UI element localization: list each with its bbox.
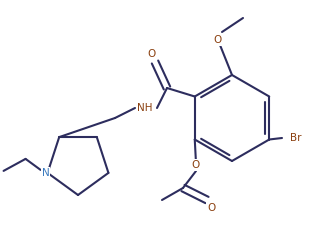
Text: O: O <box>192 160 200 170</box>
Text: NH: NH <box>137 103 153 113</box>
Text: N: N <box>42 168 50 178</box>
Text: O: O <box>207 203 215 213</box>
Text: O: O <box>214 35 222 45</box>
Text: Br: Br <box>290 133 301 143</box>
Text: O: O <box>147 49 155 59</box>
